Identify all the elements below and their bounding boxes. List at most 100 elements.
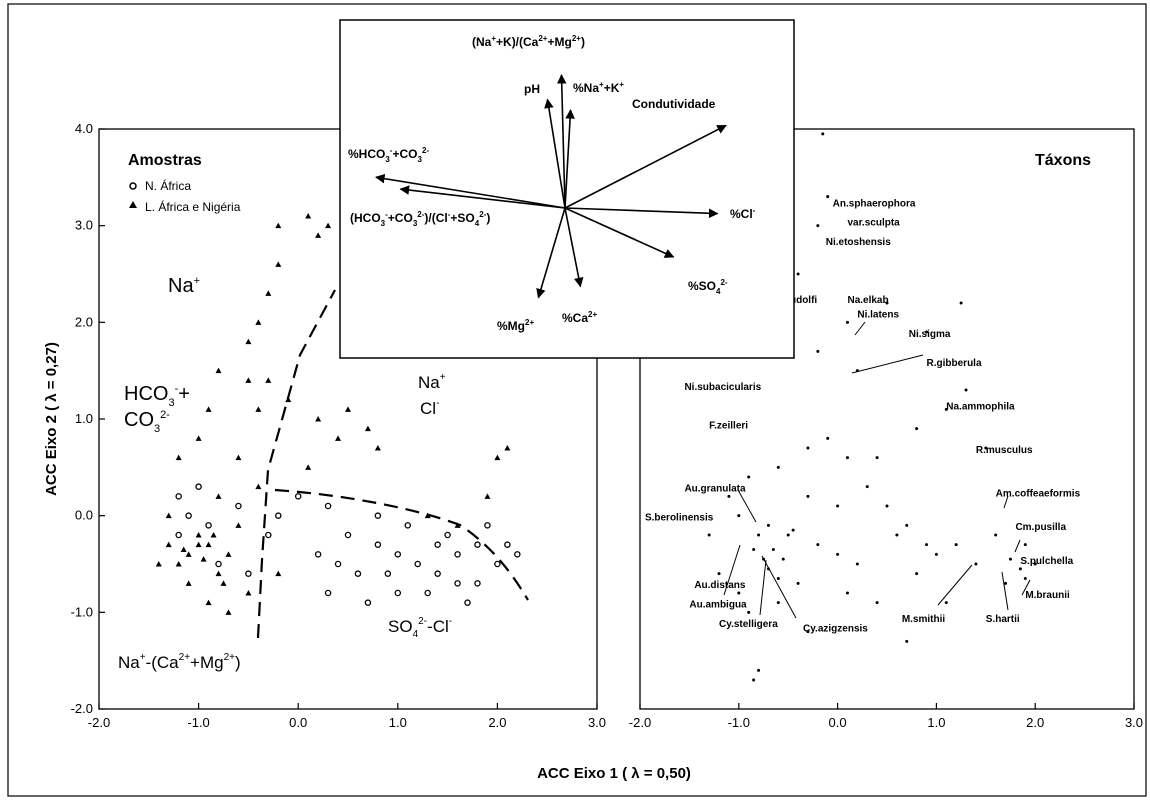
taxon-point bbox=[737, 514, 741, 518]
sample-point-triangle bbox=[335, 435, 342, 441]
region-label-nacl-na: Na+ bbox=[418, 372, 446, 392]
inset-vector-arrow bbox=[564, 207, 584, 288]
inset-label-hco3-cl-so4-ratio: (HCO3-+CO32-)/(Cl-+SO42-) bbox=[350, 210, 490, 228]
sample-point-circle bbox=[195, 483, 202, 490]
sample-point-circle bbox=[384, 570, 392, 577]
taxa-points bbox=[707, 132, 1037, 682]
taxon-point bbox=[1018, 567, 1022, 571]
inset-vector-arrow bbox=[375, 173, 566, 209]
y-tick-label: -1.0 bbox=[71, 604, 93, 619]
x-tick-label: 2.0 bbox=[488, 715, 506, 730]
taxon-label: S.berolinensis bbox=[645, 513, 714, 524]
inset-biplot-panel: (Na++K)/(Ca2++Mg2+) pH %Na++K+ Condutivi… bbox=[339, 19, 795, 359]
taxon-point bbox=[925, 330, 929, 334]
sample-point-triangle bbox=[215, 367, 222, 374]
taxon-point bbox=[737, 591, 741, 595]
taxa-labels: An.sphaerophora var.sculpta Ni.etoshensis T… bbox=[645, 198, 1081, 634]
taxon-label: Au.ambigua bbox=[689, 600, 747, 611]
sample-point-triangle bbox=[255, 406, 262, 412]
inset-label-mg: %Mg2+ bbox=[497, 318, 534, 333]
taxon-label: R.musculus bbox=[976, 445, 1033, 456]
taxon-point bbox=[845, 591, 849, 595]
taxon-point bbox=[752, 678, 756, 682]
x-tick-label: 2.0 bbox=[1026, 715, 1044, 730]
taxon-point bbox=[925, 543, 929, 547]
sample-point-triangle bbox=[175, 454, 182, 461]
x-tick-label: 1.0 bbox=[927, 715, 945, 730]
x-tick-label: -1.0 bbox=[187, 715, 209, 730]
taxon-point bbox=[766, 523, 770, 527]
taxon-label: Am.coffeaeformis bbox=[996, 488, 1081, 499]
legend-label-east-africa-nigeria: L. África e Nigéria bbox=[145, 199, 241, 214]
sample-point-triangle bbox=[225, 609, 232, 615]
y-tick-label: 2.0 bbox=[75, 314, 93, 329]
sample-point-triangle bbox=[155, 561, 162, 567]
region-label-na-ca-mg: Na+-(Ca2++Mg2+) bbox=[118, 652, 241, 672]
taxon-point bbox=[757, 533, 761, 537]
taxon-point bbox=[816, 349, 820, 353]
inset-vector-arrow bbox=[536, 207, 566, 299]
samples-y-ticks: 4.0 3.0 2.0 1.0 0.0 -1.0 -2.0 bbox=[71, 121, 105, 716]
taxon-point bbox=[885, 504, 889, 508]
taxon-point bbox=[905, 523, 909, 527]
taxon-point bbox=[885, 301, 889, 305]
leader-line-latens bbox=[854, 321, 866, 336]
sample-point-circle bbox=[454, 580, 461, 587]
sample-point-circle bbox=[324, 589, 332, 597]
x-axis-title: ACC Eixo 1 ( λ = 0,50) bbox=[537, 765, 691, 782]
leader-line-granulata bbox=[737, 489, 757, 523]
taxon-point bbox=[954, 543, 958, 547]
x-tick-label: -1.0 bbox=[728, 715, 750, 730]
y-tick-label: 0.0 bbox=[75, 508, 93, 523]
sample-point-triangle bbox=[235, 454, 242, 461]
sample-point-triangle bbox=[255, 483, 262, 490]
taxon-point bbox=[875, 456, 879, 460]
samples-legend: N. África L. África e Nigéria bbox=[129, 178, 241, 214]
legend-triangle-marker bbox=[129, 201, 137, 208]
taxon-point bbox=[1023, 577, 1027, 580]
y-tick-label: 3.0 bbox=[75, 218, 93, 233]
taxon-point bbox=[1023, 543, 1027, 547]
sample-point-triangle bbox=[484, 493, 491, 499]
leader-line-azigzensis bbox=[761, 555, 797, 619]
sample-point-triangle bbox=[315, 232, 322, 238]
sample-point-triangle bbox=[215, 570, 222, 577]
sample-point-triangle bbox=[275, 222, 282, 229]
sample-point-circle bbox=[434, 541, 441, 548]
sample-point-circle bbox=[404, 522, 412, 529]
sample-point-triangle bbox=[265, 377, 272, 383]
legend-label-north-africa: N. África bbox=[145, 178, 191, 193]
region-label-hco3: HCO3-+ bbox=[124, 383, 190, 409]
taxon-label: F.zeilleri bbox=[709, 421, 748, 432]
taxon-point bbox=[806, 494, 810, 498]
sample-point-circle bbox=[494, 560, 501, 568]
sample-point-triangle bbox=[305, 464, 312, 470]
sample-point-circle bbox=[175, 531, 182, 539]
taxa-x-ticks: -2.0 -1.0 0.0 1.0 2.0 3.0 bbox=[629, 703, 1143, 730]
taxon-label: Au.distans bbox=[694, 580, 746, 591]
taxon-point bbox=[781, 557, 785, 561]
taxon-point bbox=[895, 533, 899, 537]
taxon-label: An.sphaerophora bbox=[833, 198, 916, 209]
inset-label-na-k: %Na++K+ bbox=[573, 80, 624, 95]
inset-vector-arrow bbox=[564, 207, 675, 258]
sample-point-triangle bbox=[275, 570, 282, 577]
sample-point-circle bbox=[464, 599, 471, 606]
sample-point-triangle bbox=[245, 590, 252, 596]
taxon-point bbox=[747, 475, 751, 479]
taxon-point bbox=[1009, 557, 1012, 561]
taxon-label: R.gibberula bbox=[927, 358, 982, 369]
sample-point-triangle bbox=[205, 541, 212, 548]
sample-point-circle bbox=[314, 551, 322, 558]
sample-point-triangle bbox=[305, 213, 312, 219]
sample-point-circle bbox=[484, 522, 491, 529]
sample-point-circle bbox=[414, 560, 421, 568]
samples-x-ticks: -2.0 -1.0 0.0 1.0 2.0 3.0 bbox=[88, 703, 606, 730]
sample-point-triangle bbox=[220, 580, 227, 586]
taxon-point bbox=[1033, 562, 1037, 566]
taxon-point bbox=[826, 195, 830, 199]
sample-point-circle bbox=[334, 560, 342, 568]
sample-point-triangle bbox=[325, 222, 332, 229]
sample-point-triangle bbox=[185, 551, 192, 557]
sample-point-triangle bbox=[200, 556, 207, 562]
